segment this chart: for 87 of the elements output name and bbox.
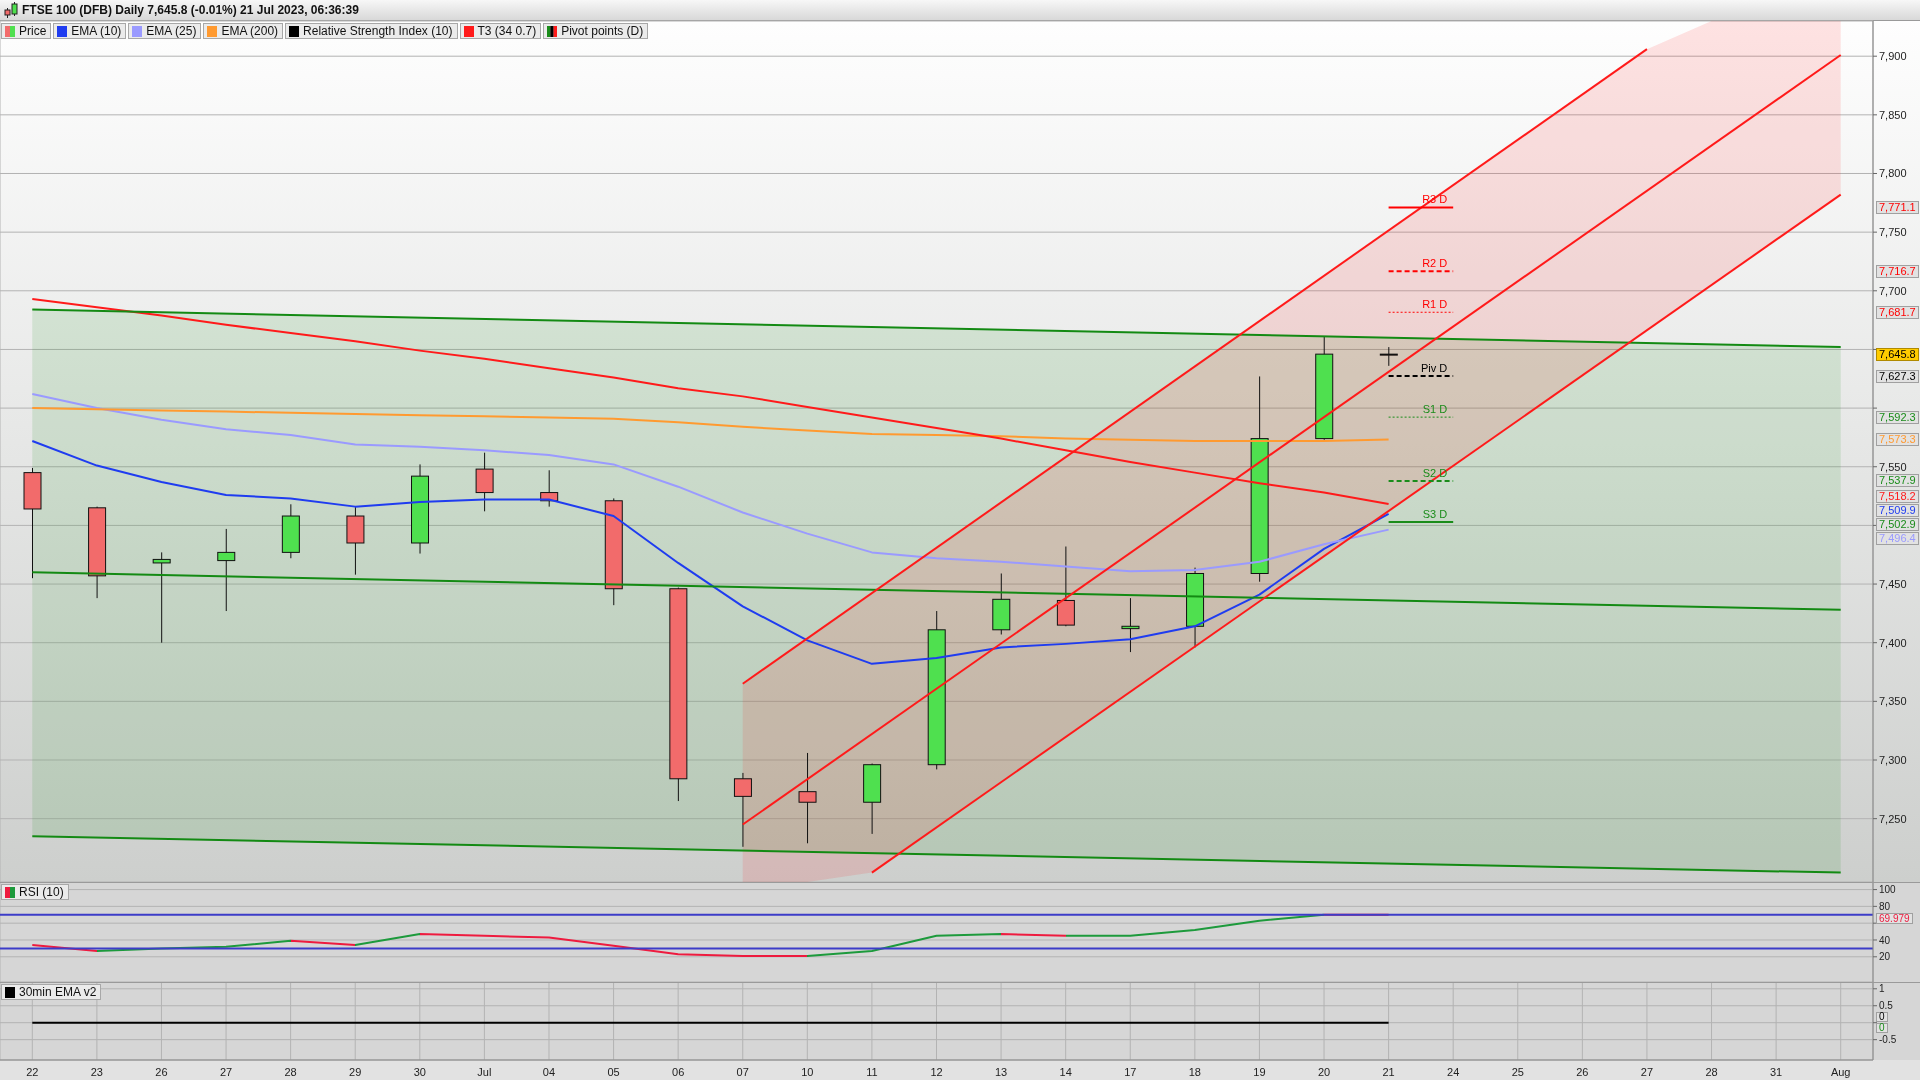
text: 7,645.8 bbox=[1876, 347, 1919, 361]
x-tick-label: 11 bbox=[866, 1065, 878, 1078]
candlestick bbox=[217, 528, 236, 612]
x-tick-label: 29 bbox=[349, 1065, 362, 1078]
line-series bbox=[31, 439, 1390, 665]
y-tick-label: 7,550 bbox=[1879, 460, 1907, 473]
y-tick-label: 100 bbox=[1879, 884, 1897, 896]
x-tick-label: 23 bbox=[90, 1065, 103, 1078]
x-tick-label: 27 bbox=[219, 1065, 233, 1078]
text: 7,509.9 bbox=[1876, 503, 1919, 517]
x-tick-label: 06 bbox=[672, 1065, 685, 1078]
legend-label: EMA (200) bbox=[221, 24, 279, 38]
y-tick-label: 7,750 bbox=[1879, 226, 1907, 239]
y-tick-label: 7,350 bbox=[1879, 695, 1907, 708]
y-tick-label: 7,250 bbox=[1879, 812, 1907, 825]
x-tick-label: 26 bbox=[1576, 1065, 1589, 1078]
x-tick-label: 27 bbox=[1640, 1065, 1654, 1078]
x-tick-label: 28 bbox=[284, 1065, 297, 1078]
x-tick-label: 05 bbox=[607, 1065, 620, 1078]
text: 7,502.9 bbox=[1876, 517, 1919, 531]
x-tick-label: 04 bbox=[542, 1065, 556, 1078]
text: 0 bbox=[1876, 1021, 1888, 1033]
y-tick-label: 1 bbox=[1879, 983, 1885, 995]
text: 69.979 bbox=[1876, 913, 1913, 925]
x-tick-label: 28 bbox=[1705, 1065, 1718, 1078]
y-tick-label: 7,700 bbox=[1879, 284, 1907, 297]
y-tick-label: 40 bbox=[1879, 934, 1891, 946]
legend-label: Price bbox=[19, 24, 47, 38]
legend-label: 30min EMA v2 bbox=[19, 985, 97, 999]
candlestick bbox=[152, 551, 171, 644]
annotation: Pivot points (D) bbox=[561, 24, 644, 38]
text: 7,573.3 bbox=[1876, 432, 1919, 446]
y-tick-label: 80 bbox=[1879, 900, 1891, 912]
text: 7,771.1 bbox=[1876, 200, 1919, 214]
y-tick-label: 7,450 bbox=[1879, 577, 1907, 590]
candlestick bbox=[1379, 346, 1398, 367]
y-tick-label: 7,850 bbox=[1879, 108, 1907, 121]
x-tick-label: Jul bbox=[477, 1065, 492, 1078]
text: RSI (10) bbox=[19, 885, 64, 899]
x-tick-label: 22 bbox=[26, 1065, 39, 1078]
line-series bbox=[31, 407, 1390, 442]
text: 7,592.3 bbox=[1876, 410, 1919, 424]
x-tick-label: 20 bbox=[1317, 1065, 1331, 1078]
x-tick-label: 18 bbox=[1188, 1065, 1201, 1078]
x-tick-label: 31 bbox=[1770, 1065, 1783, 1078]
candlestick bbox=[1121, 597, 1140, 653]
ref-line-label: S3 D bbox=[1422, 507, 1448, 521]
text: 7,537.9 bbox=[1876, 474, 1919, 488]
candlestick bbox=[475, 452, 494, 512]
x-tick-label: 07 bbox=[736, 1065, 749, 1078]
text: 7,518.2 bbox=[1876, 489, 1919, 503]
y-tick-label: 20 bbox=[1879, 951, 1891, 963]
text: 0 bbox=[1876, 1011, 1888, 1023]
legend-label: EMA (10) bbox=[71, 24, 122, 38]
text: 7,496.4 bbox=[1876, 531, 1919, 545]
text: 7,627.3 bbox=[1876, 369, 1919, 383]
text: 7,716.7 bbox=[1876, 264, 1919, 278]
x-tick-label: 24 bbox=[1447, 1065, 1460, 1078]
x-tick-label: 17 bbox=[1124, 1065, 1137, 1078]
x-tick-label: 10 bbox=[801, 1065, 814, 1078]
y-tick-label: 7,800 bbox=[1879, 167, 1907, 180]
chart-title: FTSE 100 (DFB) Daily 7,645.8 (-0.01%) 21 Jul 2023, 06:36:39 bbox=[22, 3, 359, 17]
x-tick-label: 12 bbox=[930, 1065, 943, 1078]
x-tick-label: 13 bbox=[994, 1065, 1008, 1078]
x-tick-label: 19 bbox=[1253, 1065, 1266, 1078]
x-tick-label: 25 bbox=[1511, 1065, 1524, 1078]
y-tick-label: 0.5 bbox=[1879, 1000, 1894, 1012]
x-tick-label: 30 bbox=[413, 1065, 426, 1078]
line-series bbox=[31, 393, 1390, 573]
candlestick bbox=[798, 752, 817, 844]
annotation: Relative Strength Index (10) bbox=[303, 24, 453, 38]
x-tick-label: 14 bbox=[1059, 1065, 1072, 1078]
ref-line-label: R1 D bbox=[1422, 298, 1448, 312]
y-tick-label: 7,900 bbox=[1879, 50, 1907, 63]
x-tick-label: 21 bbox=[1382, 1065, 1395, 1078]
candlestick bbox=[733, 772, 752, 848]
ref-line-label: Piv D bbox=[1420, 362, 1448, 376]
legend-label: T3 (34 0.7) bbox=[477, 24, 537, 38]
x-tick-label: Aug bbox=[1830, 1065, 1851, 1078]
legend-label: EMA (25) bbox=[146, 24, 197, 38]
y-tick-label: 7,300 bbox=[1879, 753, 1907, 766]
y-tick-label: -0.5 bbox=[1879, 1034, 1897, 1046]
text: 7,681.7 bbox=[1876, 305, 1919, 319]
ref-line-label: R2 D bbox=[1422, 257, 1448, 271]
y-tick-label: 7,400 bbox=[1879, 636, 1907, 649]
ref-line-label: S1 D bbox=[1422, 403, 1448, 417]
x-tick-label: 26 bbox=[155, 1065, 168, 1078]
